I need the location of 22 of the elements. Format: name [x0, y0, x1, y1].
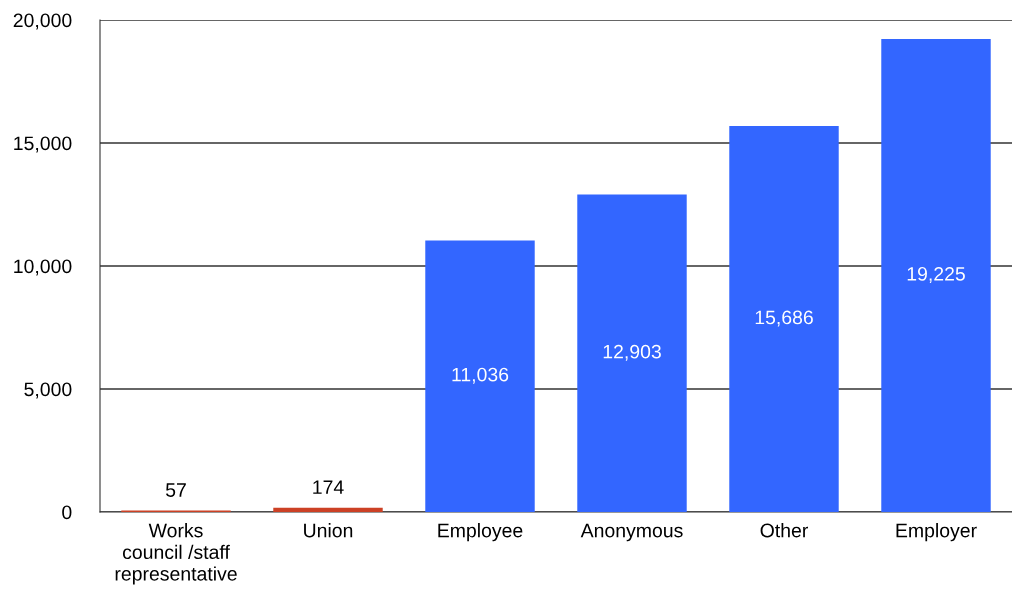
data-label: 174: [313, 480, 344, 494]
y-tick-label: 0: [62, 505, 72, 520]
bar: [729, 126, 839, 512]
x-tick-label: Other: [760, 523, 808, 538]
y-tick-label: 5,000: [24, 382, 72, 399]
y-tick-label: 10,000: [14, 259, 72, 276]
data-label: 19,225: [907, 266, 965, 284]
bar: [881, 39, 991, 512]
y-tick-label: 20,000: [13, 13, 72, 30]
data-label: 15,686: [755, 310, 813, 327]
bar: [273, 507, 383, 512]
bar: [577, 194, 687, 512]
x-tick-label: Employer: [896, 523, 977, 542]
x-tick-label: Anonymous: [580, 523, 683, 542]
y-tick-label: 15,000: [14, 136, 72, 153]
bar: [425, 240, 535, 512]
x-tick-label: Employee: [438, 523, 523, 542]
x-tick-label: Union: [304, 523, 353, 538]
x-tick-label: Works council /staff representative: [115, 523, 237, 585]
data-label: 12,903: [603, 344, 661, 361]
data-label: 11,036: [452, 367, 509, 384]
data-label: 57: [165, 483, 186, 497]
